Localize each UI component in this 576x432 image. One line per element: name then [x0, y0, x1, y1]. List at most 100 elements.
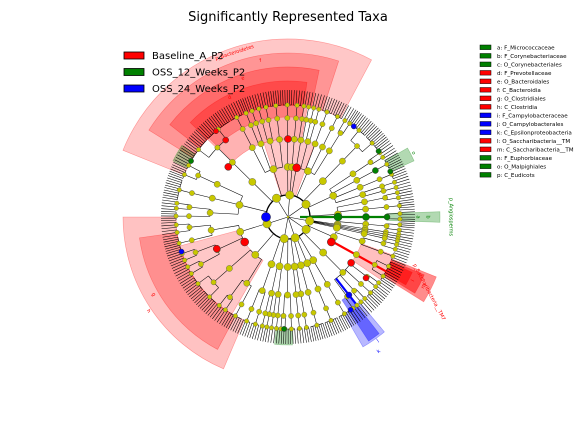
tree-node [263, 104, 269, 110]
tree-node [311, 140, 319, 148]
tree-node [176, 187, 182, 193]
tree-node [274, 115, 281, 122]
clade-highlight-sectors [122, 38, 441, 370]
group-legend: Baseline_A_P2 OSS_12_Weeks_P2 OSS_24_Weeks… [123, 51, 245, 95]
key-entry-b: b: F_Corynebacteriaceae [497, 54, 567, 60]
key-entry-i: i: F_Campylobacteraceae [497, 113, 568, 119]
tree-node [304, 138, 312, 145]
tree-node [214, 144, 221, 151]
tree-node [227, 294, 233, 301]
tree-node [394, 190, 400, 196]
tree-node [256, 106, 262, 112]
tree-node [186, 224, 193, 231]
tree-node [295, 312, 301, 319]
tree-node [342, 118, 348, 123]
tree-node [262, 310, 269, 317]
tree-node [310, 309, 317, 316]
tree-node [368, 290, 373, 296]
highlighted-node [292, 163, 301, 173]
tree-node [280, 313, 287, 319]
tree-node [328, 318, 334, 323]
tree-node [233, 313, 238, 319]
key-swatch-g [479, 95, 492, 101]
tree-node [275, 262, 284, 271]
tree-node [301, 199, 311, 209]
tree-node [195, 172, 201, 179]
tree-node [319, 143, 326, 151]
tree-node [173, 222, 179, 228]
tree-node [362, 296, 368, 301]
tree-node [297, 261, 305, 270]
key-entry-h: h: C_Clostridia [497, 105, 537, 111]
tree-node [294, 102, 300, 108]
tree-node [329, 191, 338, 200]
clade-key-label-o: o [410, 150, 417, 155]
tree-node [182, 257, 188, 263]
tree-node [380, 240, 387, 247]
tree-node [248, 144, 256, 151]
tree-node [303, 116, 310, 123]
tree-node [324, 281, 331, 288]
clade-key-label-j: j [375, 338, 380, 344]
tree-node [394, 242, 399, 247]
tree-node [392, 179, 397, 185]
tree-node [373, 284, 379, 290]
tree-node [216, 303, 222, 308]
clade-key-label-k: k [376, 348, 382, 355]
legend-swatch-1 [123, 51, 145, 60]
key-swatch-b [479, 53, 492, 59]
tree-node [358, 281, 364, 287]
key-entry-m: m: C_Saccharibacteria__TM [497, 147, 574, 153]
tree-node [356, 127, 362, 133]
tree-node [229, 159, 236, 166]
tree-node [381, 235, 388, 242]
tree-node [386, 263, 391, 269]
tree-node [384, 161, 390, 167]
tree-node [253, 120, 260, 127]
tree-node [316, 106, 322, 112]
key-swatch-a [479, 44, 492, 50]
tree-node [380, 273, 386, 279]
tree-node [342, 311, 347, 317]
tree-node [319, 121, 326, 127]
legend-swatch-3 [123, 84, 145, 93]
tree-node [210, 279, 217, 286]
tree-node [304, 167, 312, 175]
tree-node [243, 110, 249, 116]
tree-node [353, 251, 360, 258]
tree-node [359, 191, 367, 198]
tree-node [188, 237, 195, 244]
tree-node [380, 154, 386, 160]
highlighted-node [222, 136, 229, 144]
tree-node [323, 305, 329, 312]
tree-node [248, 178, 257, 186]
tree-node [213, 180, 221, 188]
tree-node [289, 326, 294, 332]
tree-node [274, 326, 279, 331]
tree-node [397, 216, 403, 222]
tree-node [209, 194, 216, 202]
tree-node [272, 193, 281, 203]
clade-key-label-b: b [425, 215, 431, 218]
tree-node [288, 313, 294, 319]
tree-node [377, 248, 384, 255]
tree-node [297, 326, 302, 331]
tree-node [301, 225, 311, 234]
tree-node [176, 240, 182, 246]
tree-node [249, 108, 255, 114]
tree-node [301, 103, 307, 109]
highlighted-node [178, 248, 185, 255]
tree-node [397, 222, 403, 228]
key-entry-g: g: O_Clostridiales [497, 96, 546, 102]
key-swatch-f [479, 87, 492, 93]
tree-node [222, 307, 228, 313]
clade-key-label-a: a [415, 215, 421, 218]
chart-title: Significantly Represented Taxa [188, 10, 388, 25]
tree-node [274, 291, 282, 298]
tree-node [269, 325, 274, 331]
highlighted-node [188, 158, 194, 164]
tree-node [379, 183, 385, 190]
key-entry-j: j: O_Campylobacterales [496, 122, 563, 128]
tree-node [273, 103, 279, 109]
tree-node [347, 121, 353, 126]
